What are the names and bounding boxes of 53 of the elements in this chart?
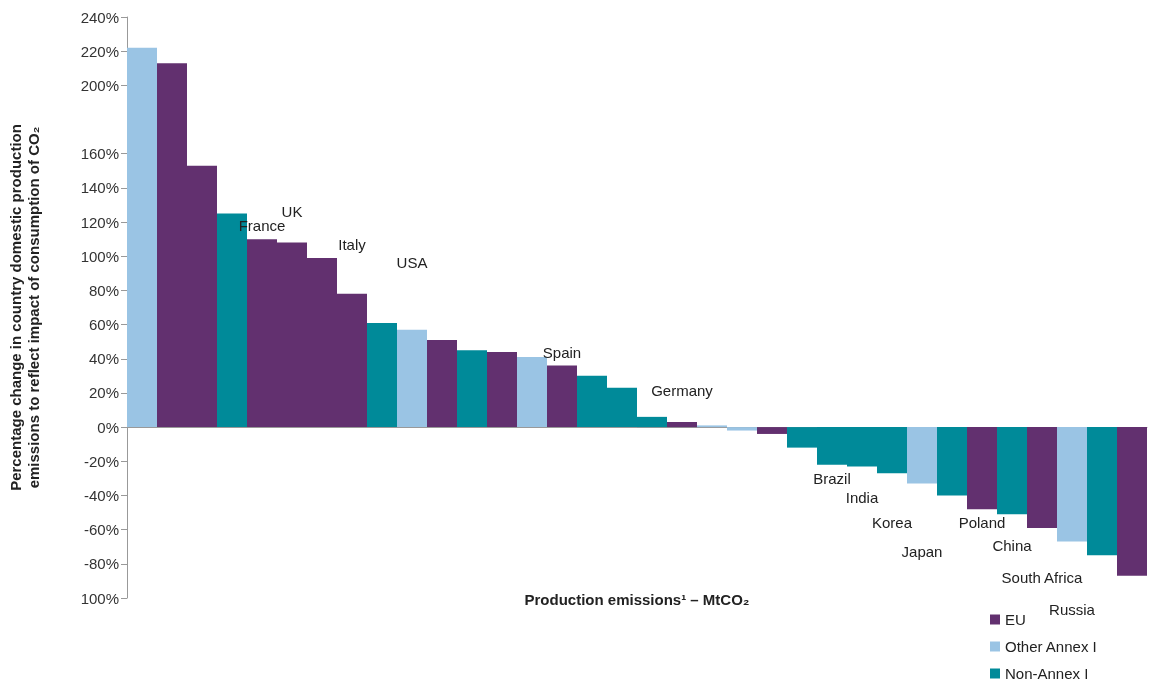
y-tick-label: -40% — [83, 486, 119, 504]
bar — [367, 322, 397, 428]
bar — [457, 350, 487, 428]
y-tick-label: 140% — [80, 179, 119, 197]
bar — [1087, 427, 1117, 556]
y-tick-label: 100% — [80, 589, 119, 607]
x-tick-label: Brazil — [813, 469, 851, 487]
x-tick-label: UK — [281, 202, 303, 220]
y-axis-title: Percentage change in country domestic production emissions to reflect impact of consumption of CO₂ — [6, 124, 42, 491]
bar — [727, 427, 757, 431]
y-tick-label: 200% — [80, 76, 119, 94]
x-tick-label: China — [992, 537, 1033, 555]
legend-label: Non-Annex I — [1005, 665, 1089, 682]
bar — [667, 421, 697, 428]
y-tick-label: -20% — [83, 452, 119, 470]
y-tick-label: -60% — [83, 521, 119, 539]
x-tick-label: Korea — [871, 514, 913, 532]
bar — [997, 427, 1027, 515]
bar — [1027, 427, 1057, 528]
y-tick-label: 220% — [80, 42, 119, 60]
bar — [127, 47, 157, 428]
y-tick-label: 120% — [80, 213, 119, 231]
y-tick-label: 80% — [88, 281, 119, 299]
bar — [1057, 427, 1087, 542]
x-tick-label: Spain — [542, 343, 582, 361]
x-tick-label: South Africa — [1001, 568, 1084, 586]
y-tick-label: 20% — [88, 384, 119, 402]
bar — [397, 329, 427, 428]
x-tick-label: USA — [396, 253, 428, 271]
bar — [907, 427, 937, 484]
x-tick-label: Germany — [651, 381, 714, 399]
bar — [967, 427, 997, 510]
bar — [487, 351, 517, 428]
x-axis-title: Production emissions¹ – MtCO₂ — [524, 591, 750, 608]
bar — [757, 427, 787, 434]
y-tick-label: 40% — [88, 350, 119, 368]
bar — [427, 339, 457, 428]
x-tick-label: Japan — [901, 542, 943, 560]
bar — [547, 365, 577, 428]
y-tick-label: -80% — [83, 555, 119, 573]
y-tick-label: 160% — [80, 145, 119, 163]
y-tick-label: 0% — [97, 418, 119, 436]
y-tick-label: 100% — [80, 247, 119, 265]
legend-label: Other Annex I — [1005, 638, 1097, 655]
x-tick-label: Russia — [1049, 600, 1096, 618]
legend-label: EU — [1005, 611, 1026, 628]
bar — [1117, 427, 1147, 576]
x-tick-label: India — [845, 489, 879, 507]
bar — [937, 427, 967, 496]
y-tick-label: 240% — [80, 8, 119, 26]
x-tick-label: Poland — [958, 514, 1006, 532]
y-tick-label: 60% — [88, 316, 119, 334]
x-tick-label: Italy — [338, 235, 367, 253]
